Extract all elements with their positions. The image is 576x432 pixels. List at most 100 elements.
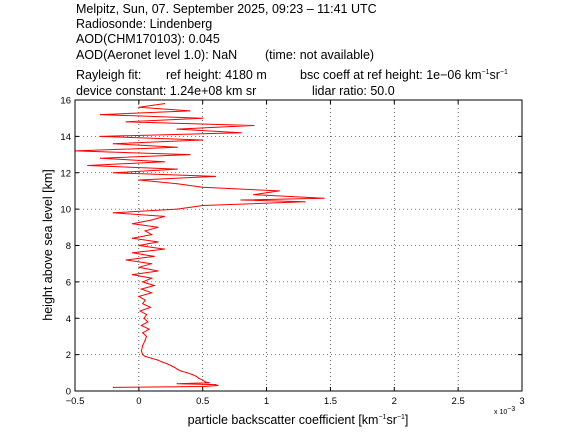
profile-point [176,146,178,148]
profile-point [189,110,191,112]
header-line4a: AOD(Aeronet level 1.0): NaN [76,48,237,62]
profile-point [142,303,144,305]
profile-point [163,161,165,163]
profile-point [151,357,153,359]
profile-point [202,139,204,141]
header-line5a: Rayleigh fit: [76,68,141,82]
profile-point [278,190,280,192]
profile-point [151,277,153,279]
profile-point [112,212,114,214]
profile-point [112,172,114,174]
x-tick-label: 2.5 [452,396,465,407]
profile-point [131,252,134,254]
profile-point [166,363,168,365]
profile-point [145,314,148,316]
header-line5c-pre: bsc coeff at ref height: 1e−06 km [300,68,481,82]
y-tick-label: 12 [60,168,71,179]
profile-point [202,186,204,188]
profile-point [153,255,155,257]
header-line5c-sup2: −1 [500,69,508,76]
x-axis-label-mid: sr [386,413,396,427]
profile-point [176,183,178,185]
header-line5c-mid: sr [489,68,499,82]
profile-point [323,197,325,199]
profile-point [131,237,134,239]
profile-point [125,259,127,261]
profile-point [138,295,140,297]
profile-point [139,310,141,312]
profile-point [99,114,102,116]
profile-point [198,377,200,379]
y-tick-label: 10 [60,205,71,216]
profile-point [138,266,140,268]
profile-point [144,230,146,232]
profile-point [151,263,153,265]
profile-point [240,199,242,201]
x-tick-label: 2 [392,396,397,407]
profile-point [176,128,178,130]
profile-point [214,175,217,177]
profile-point [180,370,182,372]
profile-point [217,384,219,387]
profile-point [157,270,159,272]
profile-point [253,194,255,196]
profile-point [253,124,255,127]
profile-point [157,359,159,361]
profile-point [189,154,191,156]
profile-point [153,284,155,287]
header-line1: Melpitz, Sun, 07. September 2025, 09:23 … [76,2,377,16]
x-tick-label: 1.5 [324,396,337,407]
profile-point [186,372,188,374]
profile-point [202,204,204,207]
profile-point [202,379,204,381]
profile-point [195,375,197,377]
x-axis-label-pre: particle backscatter coefficient [km [188,413,379,427]
header-line5b: ref height: 4180 m [166,68,267,82]
profile-point [163,103,165,105]
profile-point [99,135,102,137]
profile-point [112,386,114,388]
profile-point [148,328,150,330]
profile-point [143,317,145,319]
profile-point [138,179,140,181]
header-line6a: device constant: 1.24e+08 km sr [76,84,256,98]
profile-point [176,383,178,385]
profile-point [144,355,146,357]
profile-point [176,208,178,210]
profile-point [163,248,165,250]
y-tick-label: 4 [66,314,71,325]
profile-point [151,219,153,221]
profile-point [151,234,153,236]
profile-point [214,384,217,386]
profile-point [240,132,242,134]
profile-point [142,332,144,334]
profile-point [174,366,176,368]
x-tick-label: 3 [519,396,524,407]
profile-point [112,143,114,145]
x-multiplier-base: x 10 [494,409,507,416]
profile-point [144,339,146,341]
profile-point [176,168,178,170]
profile-point [145,335,148,337]
y-tick-label: 16 [60,96,71,107]
profile-point [99,157,102,159]
x-axis-label-sup1: −1 [378,414,386,421]
y-tick-label: 8 [66,241,71,252]
x-multiplier: x 10−3 [494,406,515,416]
profile-point [140,324,142,327]
header-line2: Radiosonde: Lindenberg [76,17,212,31]
header-line3: AOD(CHM170103): 0.045 [76,32,220,46]
y-tick-label: 2 [66,350,71,361]
x-tick-label: 0 [136,396,141,407]
y-tick-label: 0 [66,387,71,398]
profile-point [149,306,151,308]
profile-point [131,274,134,276]
profile-point [163,215,165,217]
x-axis-label-post: ] [405,413,408,427]
x-axis-label-sup2: −1 [397,414,405,421]
x-multiplier-exp: −3 [507,406,515,413]
x-axis-label: particle backscatter coefficient [km−1sr… [188,413,409,427]
profile-point [140,288,142,290]
